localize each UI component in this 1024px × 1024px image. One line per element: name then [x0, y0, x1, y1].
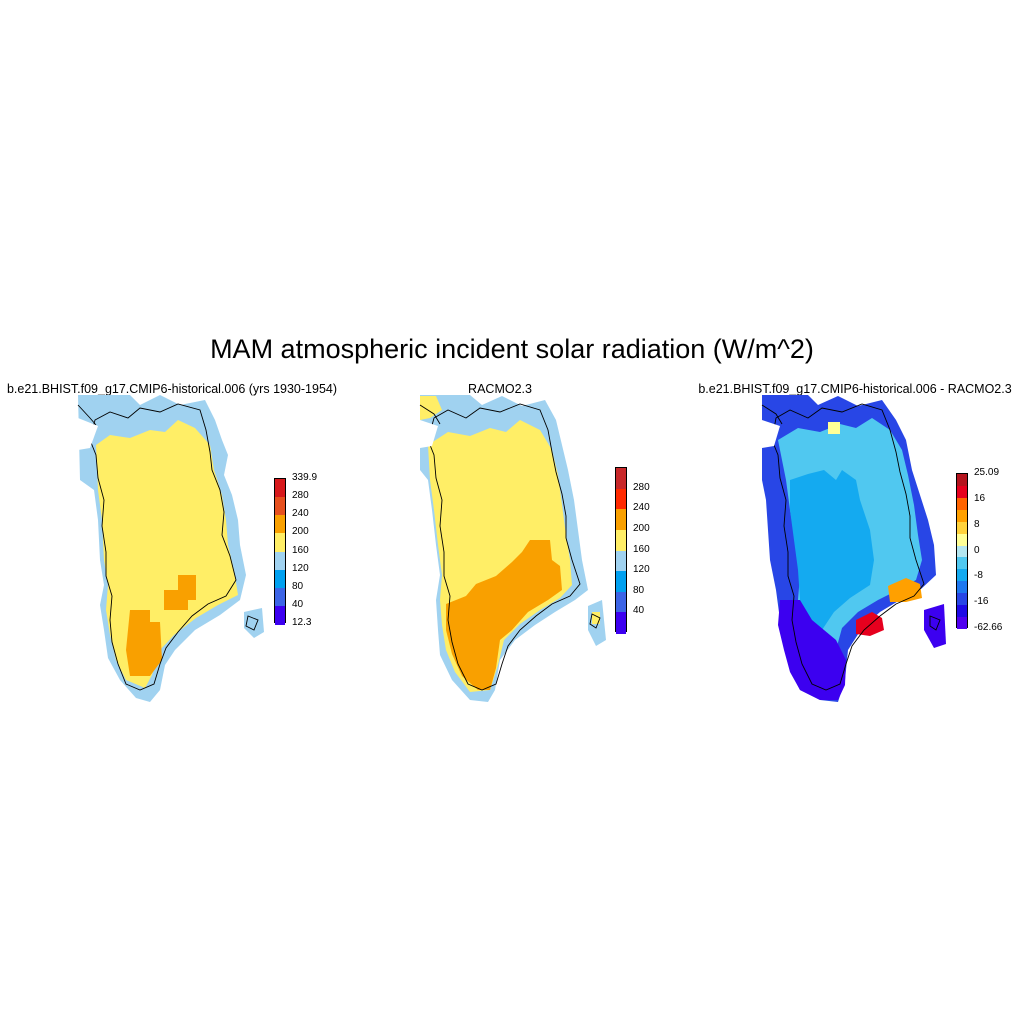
colorbar-label: 240 [292, 508, 309, 520]
colorbar-label: 280 [292, 490, 309, 502]
panel-title-model: b.e21.BHIST.f09_g17.CMIP6-historical.006… [6, 382, 338, 396]
panel-title-difference: b.e21.BHIST.f09_g17.CMIP6-historical.006… [698, 382, 1012, 396]
colorbar-segment [957, 581, 967, 594]
colorbar-label: -16 [974, 596, 989, 608]
colorbar-segment [275, 515, 285, 534]
north-gap [420, 420, 438, 448]
coastline [419, 403, 601, 691]
colorbar-label: 160 [633, 543, 650, 555]
colorbar-segment [957, 593, 967, 606]
north-yellow-cell [828, 422, 840, 434]
colorbar-segment [616, 571, 626, 593]
colorbar-segment [275, 605, 285, 625]
colorbar-label: 0 [974, 544, 980, 556]
colorbar-segment [275, 551, 285, 571]
colorbar-label: 80 [292, 580, 304, 592]
colorbar-segment [616, 509, 626, 531]
colorbar-segment [616, 488, 626, 510]
panel-title-racmo: RACMO2.3 [468, 382, 532, 396]
coastline [761, 403, 941, 691]
northwest-yellow-cells [420, 396, 442, 420]
colorbar-label: 80 [633, 584, 645, 596]
north-gap [762, 420, 780, 448]
colorbar-label: 200 [292, 526, 309, 538]
colorbar-label: 25.09 [974, 467, 1000, 478]
colorbar-segment [616, 529, 626, 551]
colorbar-segment [957, 569, 967, 582]
colorbar-segment [275, 497, 285, 516]
colorbar-box [956, 473, 968, 630]
colorbar-segment [957, 617, 967, 630]
colorbar-segment [957, 485, 967, 499]
colorbar-segment [616, 612, 626, 634]
island-cells [244, 608, 264, 638]
colorbar-label: 40 [292, 598, 304, 610]
colorbar-segment [957, 545, 967, 558]
colorbar-label: 12.3 [292, 617, 312, 628]
colorbar-label: 120 [633, 564, 650, 576]
colorbar-label: 8 [974, 518, 980, 530]
orange-patch-upper [164, 575, 196, 610]
colorbar-segment [616, 550, 626, 572]
map-panel-racmo [419, 395, 606, 702]
colorbar-segment [616, 591, 626, 613]
interior-mid-blue [790, 470, 874, 640]
colorbar-label: -8 [974, 570, 983, 582]
island-cells [924, 604, 946, 648]
colorbar-box [274, 478, 286, 625]
colorbar-label: 280 [633, 481, 650, 493]
coastline [77, 403, 259, 691]
north-gap [78, 418, 98, 450]
colorbar-segment [275, 587, 285, 607]
colorbar-segment [957, 474, 967, 487]
southwest-dark-blue [778, 600, 846, 700]
colorbar-label: 240 [633, 502, 650, 514]
colorbar-segment [957, 533, 967, 547]
colorbar-segment [275, 533, 285, 552]
orange-region [446, 540, 562, 690]
figure-title: MAM atmospheric incident solar radiation… [210, 334, 814, 364]
colorbar-segment [616, 468, 626, 490]
colorbar-label: 120 [292, 562, 309, 574]
southeast-red-cells [856, 612, 884, 636]
colorbar-label: 200 [633, 522, 650, 534]
colorbar-segment [957, 605, 967, 618]
map-panel-difference [761, 395, 946, 702]
colorbar-label: 160 [292, 544, 309, 556]
colorbar-segment [957, 557, 967, 570]
colorbar-segment [957, 497, 967, 511]
colorbar-label: -62.66 [974, 622, 1003, 633]
colorbar-segment [957, 509, 967, 523]
colorbar-box [615, 467, 627, 634]
colorbar-label: 339.9 [292, 472, 318, 483]
map-panel-model [77, 395, 264, 702]
colorbar-segment [275, 479, 285, 498]
colorbar-label: 16 [974, 492, 986, 504]
colorbar-segment [275, 569, 285, 589]
colorbar-segment [957, 521, 967, 535]
colorbar-label: 40 [633, 605, 645, 617]
orange-patch-lower [126, 610, 162, 676]
